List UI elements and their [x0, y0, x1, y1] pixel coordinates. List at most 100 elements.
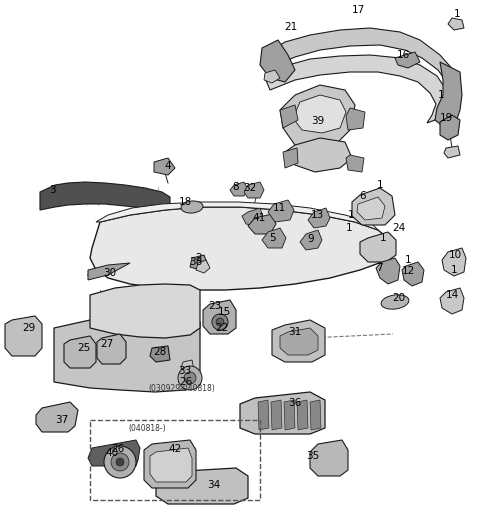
Polygon shape	[88, 440, 140, 466]
Polygon shape	[297, 400, 308, 430]
Polygon shape	[264, 70, 280, 83]
Text: 3: 3	[48, 185, 55, 195]
Polygon shape	[280, 85, 355, 150]
Polygon shape	[248, 214, 276, 234]
Polygon shape	[258, 400, 269, 430]
Text: 19: 19	[439, 113, 453, 123]
Polygon shape	[242, 208, 264, 226]
Text: 40: 40	[106, 448, 119, 458]
Polygon shape	[181, 360, 194, 373]
Circle shape	[216, 318, 224, 326]
Polygon shape	[440, 115, 460, 140]
Text: 33: 33	[179, 366, 192, 376]
Text: 24: 24	[392, 223, 406, 233]
Ellipse shape	[381, 295, 409, 309]
Polygon shape	[97, 334, 126, 364]
Polygon shape	[88, 263, 130, 280]
Polygon shape	[352, 188, 395, 225]
Polygon shape	[360, 232, 396, 262]
Polygon shape	[156, 468, 248, 504]
Polygon shape	[230, 182, 248, 196]
Text: 27: 27	[100, 339, 114, 349]
Polygon shape	[272, 320, 325, 362]
Text: 1: 1	[346, 223, 352, 233]
Text: 21: 21	[284, 22, 298, 32]
Text: 31: 31	[288, 327, 301, 337]
Ellipse shape	[181, 201, 203, 213]
Polygon shape	[96, 202, 378, 230]
Polygon shape	[346, 155, 364, 172]
Text: 37: 37	[55, 415, 69, 425]
Text: (030929-040818): (030929-040818)	[148, 384, 215, 393]
Polygon shape	[54, 315, 200, 392]
Polygon shape	[190, 255, 208, 270]
Text: 7: 7	[376, 263, 382, 273]
Text: 10: 10	[448, 250, 462, 260]
Polygon shape	[376, 258, 400, 284]
Polygon shape	[240, 392, 325, 434]
Text: 5: 5	[270, 233, 276, 243]
Polygon shape	[271, 400, 282, 430]
Polygon shape	[346, 108, 365, 130]
Text: 14: 14	[445, 290, 458, 300]
Polygon shape	[154, 158, 175, 175]
Text: (040818-): (040818-)	[128, 424, 166, 432]
Text: 1: 1	[454, 9, 460, 19]
Polygon shape	[442, 248, 466, 276]
Text: 12: 12	[401, 266, 415, 276]
Text: 11: 11	[272, 203, 286, 213]
Polygon shape	[260, 40, 295, 82]
Text: 20: 20	[393, 293, 406, 303]
Text: 26: 26	[180, 377, 192, 387]
Polygon shape	[244, 182, 264, 198]
Polygon shape	[283, 148, 298, 168]
Polygon shape	[440, 288, 464, 314]
Polygon shape	[262, 228, 286, 248]
Polygon shape	[435, 62, 462, 128]
Polygon shape	[5, 316, 42, 356]
Polygon shape	[40, 182, 170, 210]
Polygon shape	[280, 105, 298, 128]
Polygon shape	[150, 346, 170, 362]
Text: 36: 36	[288, 398, 301, 408]
Text: 13: 13	[311, 210, 324, 220]
Polygon shape	[90, 207, 392, 290]
Text: 16: 16	[396, 50, 409, 60]
Text: 39: 39	[312, 116, 324, 126]
Polygon shape	[265, 28, 460, 112]
Text: 1: 1	[377, 180, 384, 190]
Polygon shape	[308, 208, 330, 228]
Text: 28: 28	[154, 347, 167, 357]
Circle shape	[116, 458, 124, 466]
Circle shape	[184, 372, 196, 384]
Text: 35: 35	[306, 451, 320, 461]
Polygon shape	[284, 400, 295, 430]
Text: 1: 1	[438, 90, 444, 100]
Polygon shape	[300, 230, 322, 250]
Text: 18: 18	[179, 197, 192, 207]
Polygon shape	[395, 52, 420, 68]
Text: 38: 38	[190, 257, 203, 267]
Polygon shape	[357, 197, 385, 220]
Circle shape	[178, 366, 202, 390]
Polygon shape	[402, 262, 424, 286]
Text: 8: 8	[233, 182, 240, 192]
Text: 9: 9	[308, 234, 314, 244]
Polygon shape	[268, 200, 294, 222]
Circle shape	[212, 314, 228, 330]
Polygon shape	[444, 146, 460, 158]
Polygon shape	[280, 328, 318, 355]
Circle shape	[111, 453, 129, 471]
Polygon shape	[310, 400, 321, 430]
Text: 1: 1	[348, 210, 354, 220]
Polygon shape	[150, 448, 192, 482]
Text: 22: 22	[216, 323, 228, 333]
Polygon shape	[64, 336, 96, 368]
Text: 2: 2	[196, 253, 202, 263]
Polygon shape	[448, 18, 464, 30]
Text: 1: 1	[451, 265, 457, 275]
Text: 41: 41	[252, 213, 265, 223]
Text: 29: 29	[23, 323, 36, 333]
Polygon shape	[285, 138, 352, 172]
Circle shape	[104, 446, 136, 478]
